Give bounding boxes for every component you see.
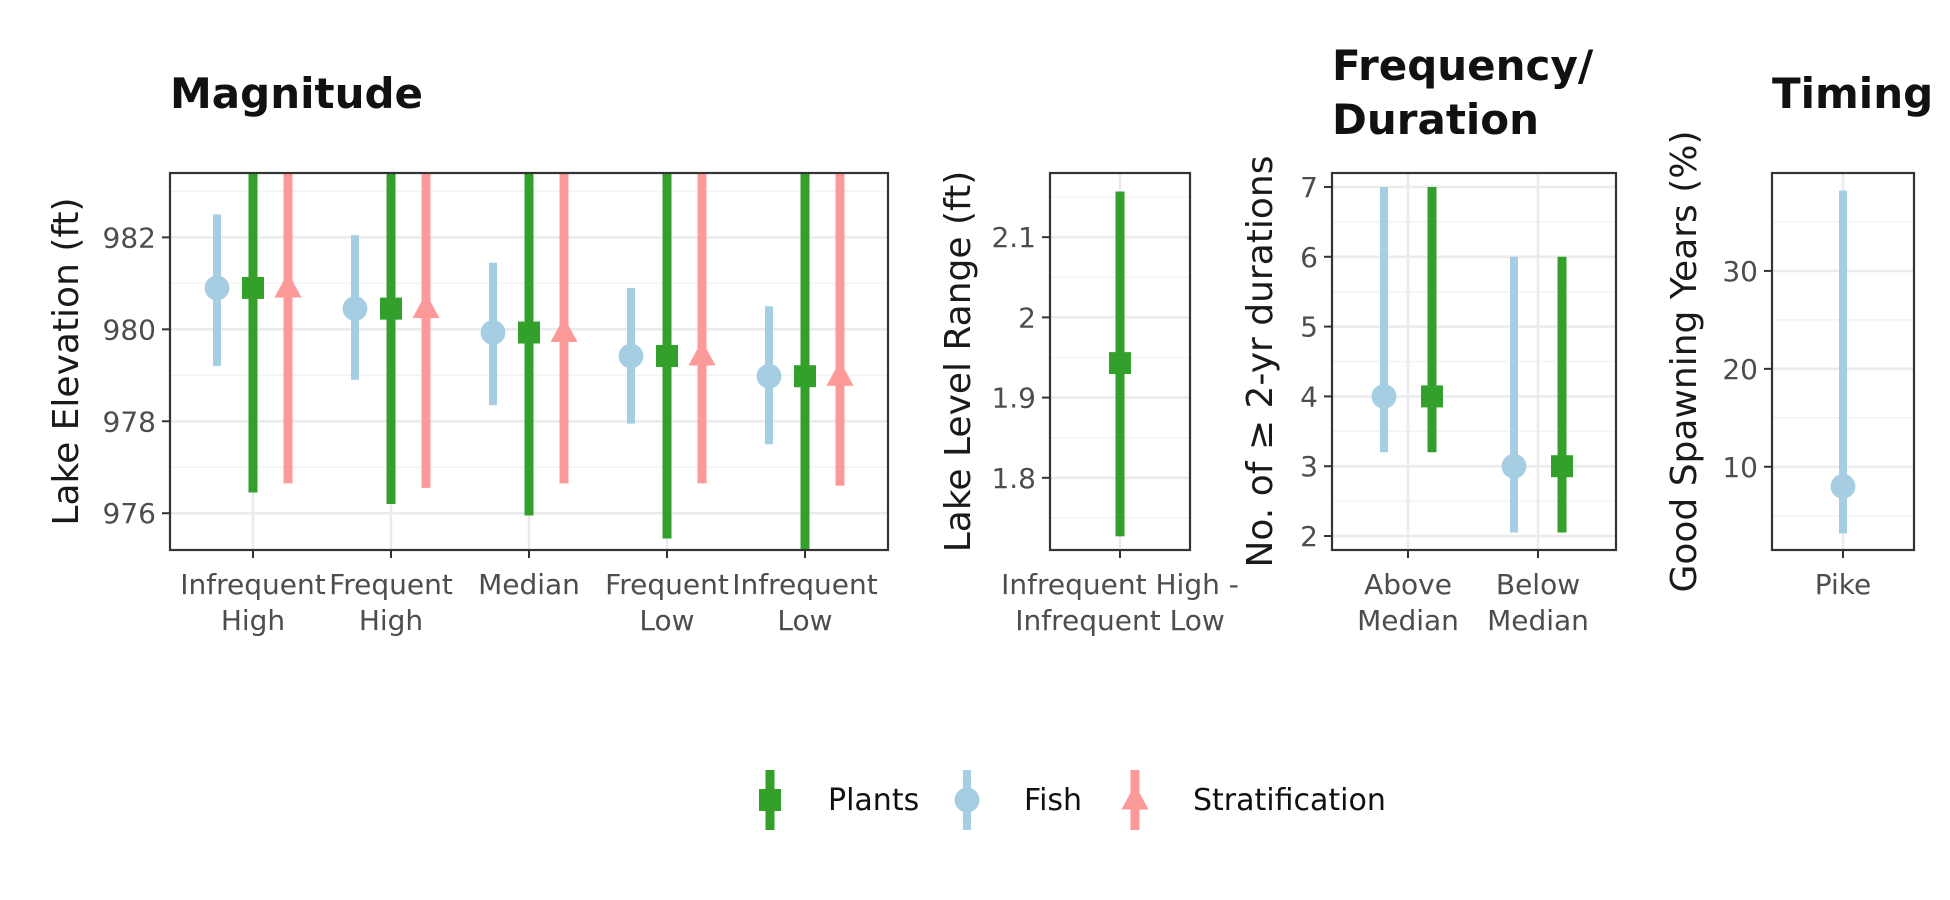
point-plants xyxy=(1109,352,1131,375)
y-axis-title: No. of ≥ 2-yr durations xyxy=(1240,155,1281,567)
data-layer xyxy=(1371,186,1573,533)
legend: Plants Fish Stratification xyxy=(759,770,1386,830)
y-tick-label: 6 xyxy=(1300,241,1318,274)
legend-item-fish: Fish xyxy=(954,770,1082,830)
legend-key-square xyxy=(759,789,781,811)
point-plants xyxy=(1421,385,1443,408)
y-tick-label: 7 xyxy=(1300,171,1318,204)
y-tick-label: 978 xyxy=(103,405,156,438)
point-fish xyxy=(1830,473,1856,499)
x-tick-label: Infrequent Low xyxy=(732,568,877,637)
point-fish xyxy=(342,296,368,322)
legend-item-stratification: Stratification xyxy=(1121,770,1386,830)
point-fish xyxy=(1501,453,1527,479)
point-plants xyxy=(380,297,402,320)
panel-title: Frequency/Duration xyxy=(1332,41,1594,144)
legend-label: Stratification xyxy=(1193,783,1386,818)
panel-title: Magnitude xyxy=(170,69,423,118)
point-stratification xyxy=(688,340,716,366)
point-plants xyxy=(1551,455,1573,478)
y-tick-label: 10 xyxy=(1722,451,1758,484)
x-tick-label: Frequent Low xyxy=(605,568,729,637)
point-fish xyxy=(1371,384,1397,409)
x-tick-label: Median xyxy=(478,568,580,601)
y-tick-label: 2.1 xyxy=(991,221,1036,254)
x-tick-label: Infrequent High -Infrequent Low xyxy=(1001,568,1239,637)
point-plants xyxy=(794,365,816,388)
point-fish xyxy=(204,275,230,301)
point-fish xyxy=(480,320,506,345)
point-stratification xyxy=(550,317,578,343)
legend-label: Plants xyxy=(828,783,919,818)
y-axis-title: Lake Level Range (ft) xyxy=(938,171,979,553)
y-tick-label: 2 xyxy=(1018,301,1036,334)
x-tick-label: Below Median xyxy=(1487,568,1589,637)
legend-label: Fish xyxy=(1024,783,1082,818)
y-tick-label: 2 xyxy=(1300,520,1318,553)
point-plants xyxy=(518,321,540,344)
x-tick-label: Infrequent High xyxy=(180,568,325,637)
point-fish xyxy=(756,363,782,389)
point-stratification xyxy=(826,360,854,386)
y-tick-label: 5 xyxy=(1300,311,1318,344)
x-tick-label: Pike xyxy=(1815,568,1872,601)
y-tick-label: 20 xyxy=(1722,353,1758,386)
panel-4: 10 20 30 Pike Good Spawning Years (%) Timing xyxy=(1664,69,1933,601)
data-layer xyxy=(1830,190,1856,534)
y-tick-label: 976 xyxy=(103,497,156,530)
point-stratification xyxy=(412,293,440,319)
panel-3: 2 3 4 5 6 7 Above Median Below Median No. of ≥ 2-y… xyxy=(1240,41,1618,637)
y-tick-label: 982 xyxy=(103,221,156,254)
panel-title: Timing xyxy=(1772,69,1933,118)
data-layer xyxy=(204,173,854,550)
point-fish xyxy=(618,343,644,369)
y-tick-label: 1.9 xyxy=(991,382,1036,415)
data-layer xyxy=(1109,191,1131,537)
legend-key-circle xyxy=(954,787,980,813)
legend-key-triangle xyxy=(1121,784,1149,810)
y-axis-title: Lake Elevation (ft) xyxy=(46,197,87,525)
panel-border xyxy=(1330,171,1618,552)
legend-item-plants: Plants xyxy=(759,770,919,830)
y-axis-title: Good Spawning Years (%) xyxy=(1664,130,1705,592)
point-plants xyxy=(656,344,678,367)
point-stratification xyxy=(274,272,302,298)
y-tick-label: 3 xyxy=(1300,450,1318,483)
y-tick-label: 980 xyxy=(103,313,156,346)
panel-2: 1.8 1.9 2 2.1 Infrequent High -Infrequent Lo… xyxy=(938,171,1239,637)
y-tick-label: 1.8 xyxy=(991,462,1036,495)
y-tick-label: 30 xyxy=(1722,255,1758,288)
x-tick-label: Above Median xyxy=(1357,568,1459,637)
point-plants xyxy=(242,276,264,299)
y-tick-label: 4 xyxy=(1300,380,1318,413)
x-tick-label: Frequent High xyxy=(329,568,453,637)
